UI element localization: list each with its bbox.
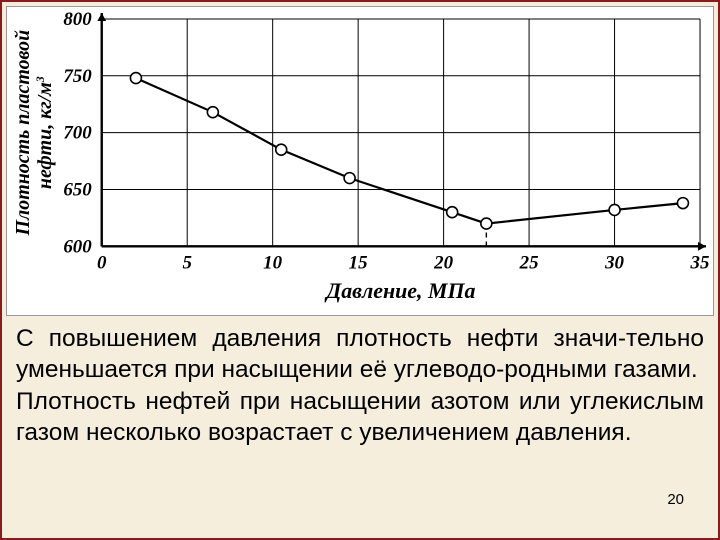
svg-text:нефти, кг/м3: нефти, кг/м3 (33, 76, 56, 189)
svg-text:700: 700 (63, 123, 92, 144)
page-number: 20 (667, 491, 684, 510)
svg-text:15: 15 (349, 252, 368, 273)
caption-block: С повышением давления плотность нефти зн… (2, 320, 718, 538)
svg-text:Плотность пластовой: Плотность пластовой (12, 30, 34, 237)
svg-text:600: 600 (63, 236, 92, 257)
svg-text:750: 750 (63, 66, 92, 87)
svg-text:25: 25 (519, 252, 539, 273)
svg-text:0: 0 (97, 252, 107, 273)
svg-text:10: 10 (263, 252, 282, 273)
svg-text:5: 5 (182, 252, 191, 273)
svg-text:800: 800 (63, 9, 92, 30)
svg-text:Давление, МПа: Давление, МПа (324, 278, 475, 303)
svg-text:30: 30 (604, 252, 624, 273)
caption-paragraph-2: Плотность нефтей при насыщении азотом ил… (16, 387, 704, 448)
svg-text:20: 20 (433, 252, 453, 273)
page-root: 0 5 10 15 20 25 30 35 600 650 700 750 800 Давление, М… (0, 0, 720, 540)
caption-paragraph-1: С повышением давления плотность нефти зн… (16, 324, 704, 385)
chart-panel: 0 5 10 15 20 25 30 35 600 650 700 750 800 Давление, М… (6, 6, 714, 316)
svg-text:650: 650 (63, 179, 92, 200)
density-pressure-chart: 0 5 10 15 20 25 30 35 600 650 700 750 800 Давление, М… (7, 7, 713, 314)
svg-text:35: 35 (690, 252, 710, 273)
